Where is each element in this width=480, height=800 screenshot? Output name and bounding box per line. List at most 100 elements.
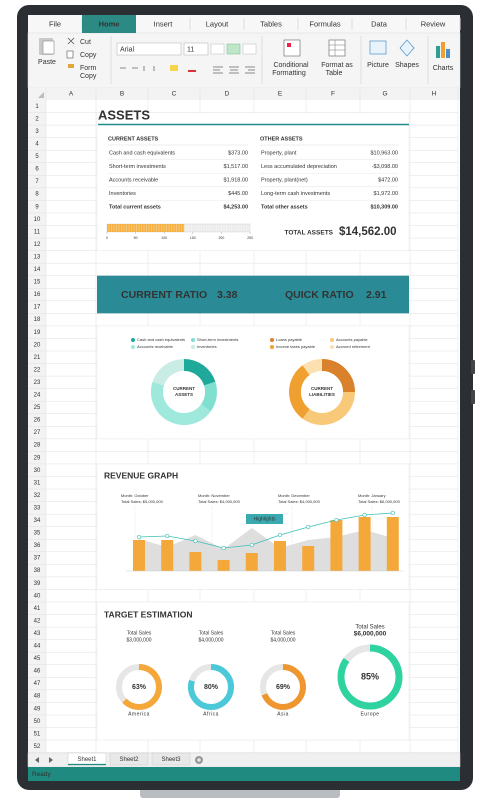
row-header[interactable]: 50 (34, 719, 41, 725)
size-box[interactable] (183, 42, 209, 56)
row-header[interactable]: 33 (34, 505, 41, 511)
row-header[interactable]: 45 (34, 656, 41, 662)
row-header[interactable]: 36 (34, 543, 41, 549)
cut-icon[interactable] (67, 37, 75, 45)
tab[interactable]: Review (421, 19, 446, 28)
row-header[interactable]: 35 (34, 531, 41, 537)
row-header[interactable]: 3 (35, 129, 39, 135)
ribbon-label[interactable]: Paste (38, 59, 56, 66)
tab[interactable]: File (49, 19, 61, 28)
column-header[interactable]: D (225, 91, 230, 98)
font-box[interactable] (116, 42, 182, 56)
row-header[interactable]: 43 (34, 631, 41, 637)
select-all[interactable] (38, 92, 44, 98)
row-header[interactable]: 5 (35, 154, 39, 160)
tab[interactable]: Home (99, 19, 120, 28)
row-header[interactable]: 27 (34, 430, 41, 436)
row-header[interactable]: 51 (34, 731, 41, 737)
tab[interactable]: Data (371, 19, 388, 28)
format-table-icon[interactable] (328, 39, 346, 57)
row-header[interactable]: 24 (34, 393, 41, 399)
font-size[interactable]: 11 (187, 46, 194, 53)
row-header[interactable]: 44 (34, 644, 41, 650)
column-header[interactable]: C (172, 91, 177, 98)
row-header[interactable]: 15 (34, 280, 41, 286)
row-header[interactable]: 6 (35, 167, 39, 173)
row-header[interactable]: 38 (34, 568, 41, 574)
column-header[interactable]: E (278, 91, 283, 98)
row-header[interactable]: 25 (34, 405, 41, 411)
charts-icon[interactable] (436, 42, 450, 58)
row-header[interactable]: 47 (34, 681, 41, 687)
row-header[interactable]: 4 (35, 142, 39, 148)
row-header[interactable]: 31 (34, 480, 41, 486)
row-header[interactable]: 21 (34, 355, 41, 361)
row-header[interactable]: 19 (34, 330, 41, 336)
ribbon-label[interactable]: Copy (80, 73, 97, 80)
row-header[interactable]: 14 (34, 267, 41, 273)
row-header[interactable]: 37 (34, 556, 41, 562)
ribbon-label[interactable]: Form (80, 65, 97, 72)
row-header[interactable]: 30 (34, 468, 41, 474)
row-header[interactable]: 46 (34, 669, 41, 675)
ribbon-label[interactable]: Copy (80, 52, 97, 59)
row-header[interactable]: 34 (34, 518, 41, 524)
column-header[interactable]: G (382, 91, 387, 98)
row-header[interactable]: 20 (34, 342, 41, 348)
font-name[interactable]: Arial (120, 46, 134, 53)
ribbon-label[interactable]: Table (326, 70, 343, 77)
row-header[interactable]: 17 (34, 305, 41, 311)
tab[interactable]: Tables (260, 19, 282, 28)
ribbon-label[interactable]: Shapes (395, 62, 419, 69)
sheet-tab-label[interactable]: Sheet2 (119, 757, 139, 763)
ribbon-label[interactable]: Charts (433, 65, 454, 72)
row-header[interactable]: 11 (34, 229, 41, 235)
column-header[interactable]: F (331, 91, 335, 98)
row-header[interactable]: 32 (34, 493, 41, 499)
row-header[interactable]: 2 (35, 116, 39, 122)
ribbon-label[interactable]: Format as (321, 62, 353, 69)
row-header[interactable]: 22 (34, 367, 41, 373)
tab[interactable]: Formulas (309, 19, 341, 28)
row-header[interactable]: 52 (34, 744, 41, 750)
shapes-icon[interactable] (399, 39, 415, 57)
conditional-formatting-icon[interactable] (283, 39, 301, 57)
row-header[interactable]: 12 (34, 242, 41, 248)
row-header[interactable]: 10 (34, 217, 41, 223)
align-button[interactable] (226, 43, 241, 55)
sheet-tab[interactable] (151, 752, 191, 766)
sheet-tab-label[interactable]: Sheet3 (161, 757, 181, 763)
align-button[interactable] (210, 43, 225, 55)
format-copy-icon[interactable] (68, 64, 74, 68)
ribbon-label[interactable]: Conditional (273, 62, 308, 69)
ribbon-label[interactable]: Picture (367, 62, 389, 69)
picture-icon[interactable] (369, 40, 387, 55)
row-header[interactable]: 23 (34, 380, 41, 386)
column-header[interactable]: B (120, 91, 124, 98)
row-header[interactable]: 49 (34, 706, 41, 712)
sheet-tab-label[interactable]: Sheet1 (77, 757, 97, 763)
row-header[interactable]: 48 (34, 694, 41, 700)
row-header[interactable]: 41 (34, 606, 41, 612)
sheet-tab[interactable] (109, 752, 149, 766)
tab[interactable]: Layout (206, 19, 229, 28)
row-header[interactable]: 9 (35, 204, 39, 210)
ribbon-label[interactable]: Cut (80, 39, 91, 46)
tab[interactable]: Insert (154, 19, 174, 28)
row-header[interactable]: 8 (35, 192, 39, 198)
row-header[interactable]: 18 (34, 317, 41, 323)
sheet-nav[interactable] (35, 757, 53, 763)
row-header[interactable]: 39 (34, 581, 41, 587)
row-header[interactable]: 29 (34, 455, 41, 461)
ribbon-label[interactable]: Formatting (272, 70, 306, 77)
row-header[interactable]: 26 (34, 418, 41, 424)
row-header[interactable]: 1 (35, 104, 39, 110)
row-header[interactable]: 13 (34, 254, 41, 260)
align-button[interactable] (242, 43, 257, 55)
row-header[interactable]: 28 (34, 443, 41, 449)
column-header[interactable]: A (69, 91, 74, 98)
row-header[interactable]: 40 (34, 593, 41, 599)
copy-icon[interactable] (66, 50, 74, 59)
column-header[interactable]: H (432, 91, 437, 98)
row-header[interactable]: 42 (34, 618, 41, 624)
